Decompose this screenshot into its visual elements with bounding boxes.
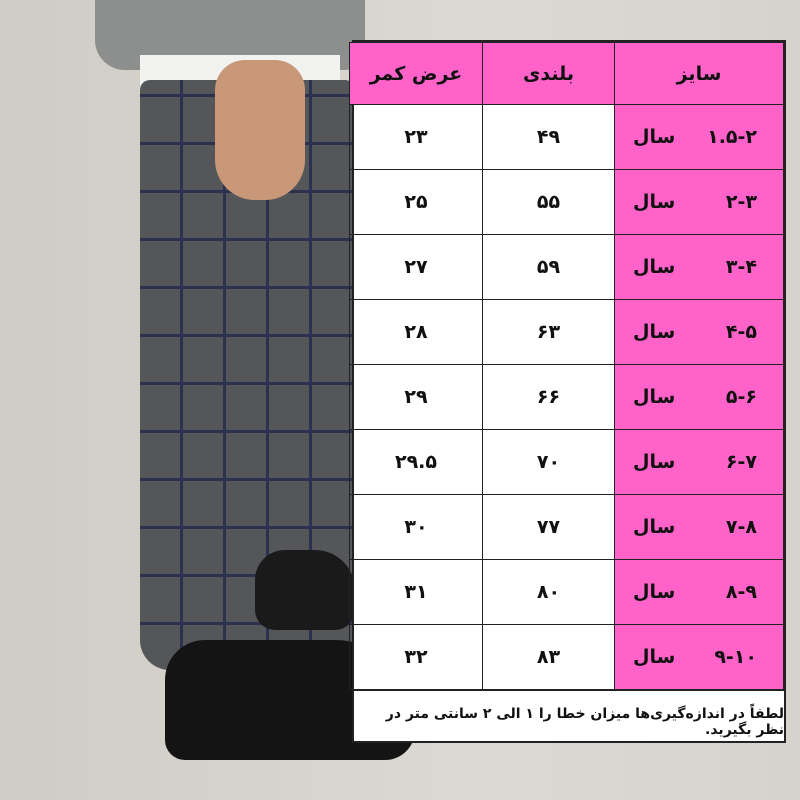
- size-range: ۶-۷: [725, 451, 757, 473]
- header-size: سایز: [614, 42, 784, 105]
- size-cell: ۷-۸ سال: [614, 494, 784, 560]
- header-height: بلندی: [482, 42, 615, 105]
- shoe-back: [255, 550, 355, 630]
- size-cell: ۴-۵ سال: [614, 299, 784, 365]
- table-row: ۱.۵-۲ سال ۴۹ ۲۳: [349, 104, 784, 170]
- header-row: سایز بلندی عرض کمر: [349, 42, 784, 105]
- size-cell: ۵-۶ سال: [614, 364, 784, 430]
- height-cell: ۵۹: [482, 234, 615, 300]
- waist-cell: ۲۸: [349, 299, 483, 365]
- height-cell: ۷۷: [482, 494, 615, 560]
- hand: [215, 60, 305, 200]
- table-row: ۵-۶ سال ۶۶ ۲۹: [349, 364, 784, 430]
- year-label: سال: [633, 256, 676, 278]
- measurement-note: لطفاً در اندازه‌گیری‌ها میزان خطا را ۱ ا…: [354, 690, 784, 753]
- height-cell: ۸۰: [482, 559, 615, 625]
- table-row: ۶-۷ سال ۷۰ ۲۹.۵: [349, 429, 784, 495]
- size-cell: ۳-۴ سال: [614, 234, 784, 300]
- waist-cell: ۳۲: [349, 624, 483, 690]
- size-cell: ۱.۵-۲ سال: [614, 104, 784, 170]
- size-range: ۸-۹: [725, 581, 757, 603]
- table-row: ۹-۱۰ سال ۸۳ ۳۲: [349, 624, 784, 690]
- size-range: ۲-۳: [725, 191, 757, 213]
- year-label: سال: [633, 386, 676, 408]
- size-chart: سایز بلندی عرض کمر ۱.۵-۲ سال ۴۹ ۲۳ ۲-۳ سال …: [349, 40, 786, 743]
- size-range: ۴-۵: [725, 321, 757, 343]
- size-table: سایز بلندی عرض کمر ۱.۵-۲ سال ۴۹ ۲۳ ۲-۳ سال …: [349, 42, 784, 690]
- height-cell: ۷۰: [482, 429, 615, 495]
- size-cell: ۹-۱۰ سال: [614, 624, 784, 690]
- year-label: سال: [633, 451, 676, 473]
- height-cell: ۶۶: [482, 364, 615, 430]
- table-row: ۴-۵ سال ۶۳ ۲۸: [349, 299, 784, 365]
- size-range: ۱.۵-۲: [707, 126, 757, 148]
- height-cell: ۵۵: [482, 169, 615, 235]
- table-row: ۸-۹ سال ۸۰ ۳۱: [349, 559, 784, 625]
- table-row: ۳-۴ سال ۵۹ ۲۷: [349, 234, 784, 300]
- size-range: ۳-۴: [725, 256, 757, 278]
- waist-cell: ۲۹: [349, 364, 483, 430]
- waist-cell: ۳۱: [349, 559, 483, 625]
- waist-cell: ۲۹.۵: [349, 429, 483, 495]
- year-label: سال: [633, 126, 676, 148]
- size-range: ۹-۱۰: [714, 646, 757, 668]
- height-cell: ۶۳: [482, 299, 615, 365]
- waist-cell: ۲۳: [349, 104, 483, 170]
- waist-cell: ۳۰: [349, 494, 483, 560]
- year-label: سال: [633, 516, 676, 538]
- height-cell: ۸۳: [482, 624, 615, 690]
- size-range: ۵-۶: [725, 386, 757, 408]
- year-label: سال: [633, 581, 676, 603]
- size-cell: ۶-۷ سال: [614, 429, 784, 495]
- size-cell: ۸-۹ سال: [614, 559, 784, 625]
- year-label: سال: [633, 646, 676, 668]
- size-range: ۷-۸: [725, 516, 757, 538]
- waist-cell: ۲۵: [349, 169, 483, 235]
- table-row: ۲-۳ سال ۵۵ ۲۵: [349, 169, 784, 235]
- year-label: سال: [633, 321, 676, 343]
- size-cell: ۲-۳ سال: [614, 169, 784, 235]
- header-waist: عرض کمر: [349, 42, 483, 105]
- year-label: سال: [633, 191, 676, 213]
- waist-cell: ۲۷: [349, 234, 483, 300]
- table-row: ۷-۸ سال ۷۷ ۳۰: [349, 494, 784, 560]
- height-cell: ۴۹: [482, 104, 615, 170]
